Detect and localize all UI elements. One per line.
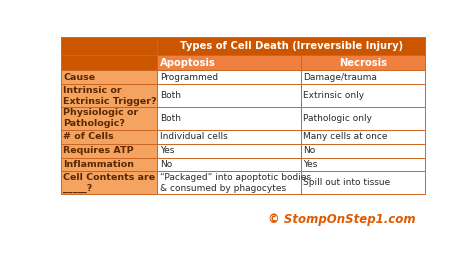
Text: Damage/trauma: Damage/trauma — [303, 73, 377, 82]
Bar — [61, 70, 157, 84]
Bar — [61, 144, 157, 158]
Text: Cell Contents are
_____?: Cell Contents are _____? — [64, 173, 155, 193]
Bar — [301, 70, 425, 84]
Text: Requires ATP: Requires ATP — [64, 146, 134, 155]
Bar — [301, 144, 425, 158]
Bar — [61, 37, 157, 55]
Text: Physiologic or
Pathologic?: Physiologic or Pathologic? — [64, 108, 138, 128]
Text: Many cells at once: Many cells at once — [303, 132, 388, 141]
Bar — [61, 172, 157, 194]
Text: Yes: Yes — [303, 160, 318, 169]
Bar — [301, 172, 425, 194]
Bar — [61, 107, 157, 130]
Bar — [301, 55, 425, 70]
Text: Yes: Yes — [160, 146, 174, 155]
Bar — [157, 55, 301, 70]
Bar — [301, 130, 425, 144]
Text: Inflammation: Inflammation — [64, 160, 134, 169]
Bar — [61, 130, 157, 144]
Bar — [157, 70, 301, 84]
Text: Both: Both — [160, 91, 181, 100]
Text: Extrinsic only: Extrinsic only — [303, 91, 365, 100]
Text: Individual cells: Individual cells — [160, 132, 228, 141]
Bar — [301, 158, 425, 172]
Bar — [301, 107, 425, 130]
Bar — [61, 55, 157, 70]
Bar — [157, 144, 301, 158]
Text: # of Cells: # of Cells — [64, 132, 114, 141]
Bar — [61, 158, 157, 172]
Bar — [61, 84, 157, 107]
Text: Cause: Cause — [64, 73, 95, 82]
Bar — [157, 158, 301, 172]
Text: Necrosis: Necrosis — [339, 58, 387, 68]
Text: Apoptosis: Apoptosis — [160, 58, 216, 68]
Text: © StompOnStep1.com: © StompOnStep1.com — [268, 213, 416, 226]
Bar — [157, 172, 301, 194]
Text: Programmed: Programmed — [160, 73, 218, 82]
Text: No: No — [303, 146, 316, 155]
Text: Types of Cell Death (Irreversible Injury): Types of Cell Death (Irreversible Injury… — [180, 41, 403, 51]
Bar — [157, 130, 301, 144]
Bar — [157, 37, 425, 55]
Text: Spill out into tissue: Spill out into tissue — [303, 178, 391, 187]
Bar — [157, 84, 301, 107]
Text: Both: Both — [160, 114, 181, 123]
Bar — [301, 84, 425, 107]
Text: No: No — [160, 160, 172, 169]
Text: Intrinsic or
Extrinsic Trigger?: Intrinsic or Extrinsic Trigger? — [64, 85, 157, 106]
Text: “Packaged” into apoptotic bodies
& consumed by phagocytes: “Packaged” into apoptotic bodies & consu… — [160, 173, 311, 193]
Bar — [157, 107, 301, 130]
Text: Pathologic only: Pathologic only — [303, 114, 372, 123]
